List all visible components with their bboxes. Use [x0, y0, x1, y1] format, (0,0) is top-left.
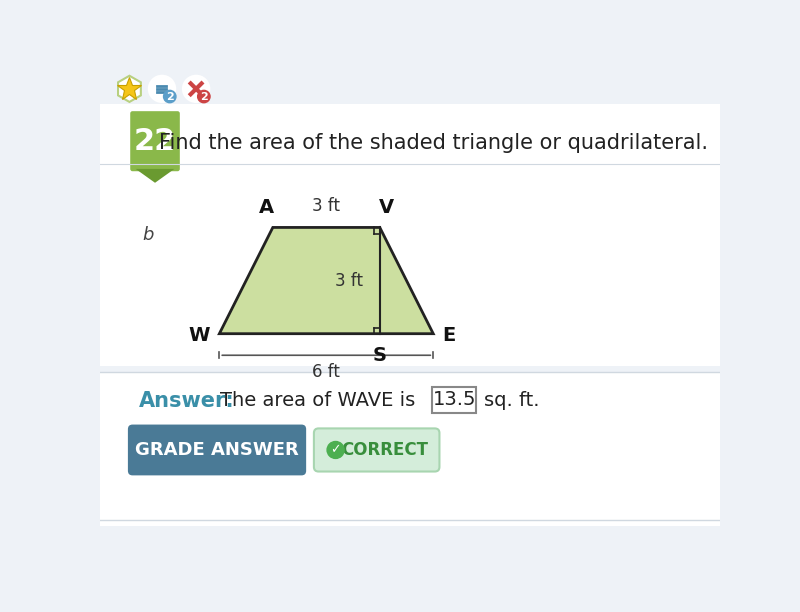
FancyBboxPatch shape — [130, 111, 180, 171]
Circle shape — [163, 91, 176, 103]
Text: 6 ft: 6 ft — [312, 363, 340, 381]
Circle shape — [136, 223, 161, 247]
FancyBboxPatch shape — [100, 372, 720, 526]
Text: The area of WAVE is: The area of WAVE is — [220, 391, 415, 410]
Text: 2: 2 — [166, 92, 174, 102]
Text: sq. ft.: sq. ft. — [485, 391, 540, 410]
Text: 22: 22 — [134, 127, 176, 155]
Circle shape — [327, 441, 344, 458]
FancyBboxPatch shape — [314, 428, 439, 471]
Text: b: b — [142, 226, 154, 244]
FancyBboxPatch shape — [100, 104, 720, 366]
Polygon shape — [219, 228, 434, 334]
Text: Find the area of the shaded triangle or quadrilateral.: Find the area of the shaded triangle or … — [158, 133, 708, 153]
Text: A: A — [259, 198, 274, 217]
Circle shape — [149, 76, 175, 102]
Text: E: E — [442, 326, 456, 345]
Text: W: W — [189, 326, 210, 345]
Text: GRADE ANSWER: GRADE ANSWER — [135, 441, 299, 459]
Text: V: V — [378, 198, 394, 217]
Text: 13.5: 13.5 — [433, 390, 476, 409]
Text: Answer:: Answer: — [138, 390, 234, 411]
Polygon shape — [136, 169, 174, 183]
Text: 3 ft: 3 ft — [312, 197, 340, 215]
Text: 3 ft: 3 ft — [334, 272, 362, 289]
Circle shape — [183, 76, 210, 102]
Circle shape — [198, 91, 210, 103]
Text: S: S — [373, 346, 386, 365]
Text: CORRECT: CORRECT — [341, 441, 428, 459]
FancyBboxPatch shape — [128, 425, 306, 476]
FancyBboxPatch shape — [433, 387, 476, 413]
Text: 2: 2 — [200, 92, 208, 102]
Text: ✓: ✓ — [330, 444, 341, 457]
